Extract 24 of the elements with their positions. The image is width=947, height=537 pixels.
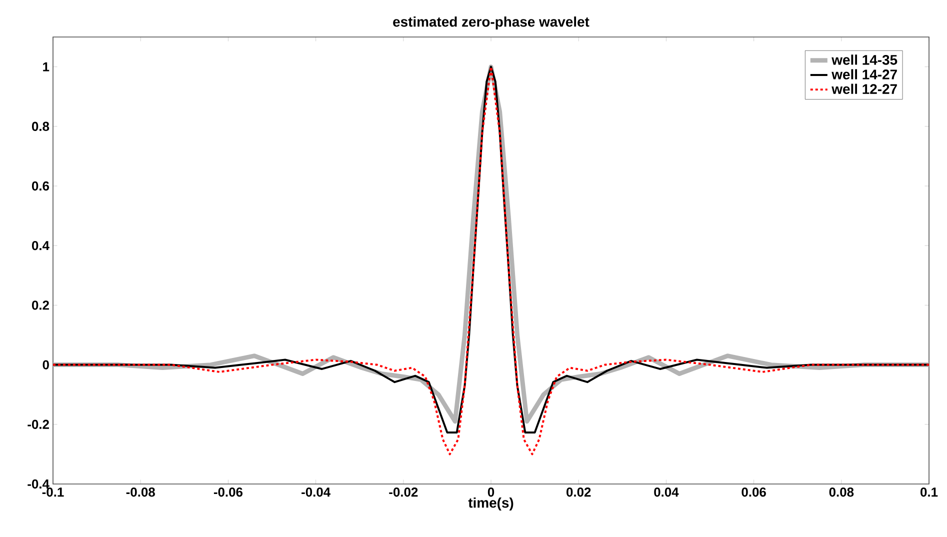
y-tick-label: 0.6 — [32, 181, 50, 191]
x-tick-label: -0.1 — [42, 488, 64, 497]
y-tick-label: -0.2 — [28, 420, 49, 429]
chart-title: estimated zero-phase wavelet — [393, 16, 590, 30]
x-tick-label: 0.02 — [566, 488, 591, 497]
y-tick-label: 0.2 — [32, 300, 49, 310]
y-tick-label: 0 — [42, 360, 49, 370]
legend-label: well 14-27 — [832, 69, 897, 80]
x-tick-label: 0.08 — [829, 488, 854, 497]
y-tick-label: 0.8 — [32, 122, 50, 131]
x-axis-title: time(s) — [468, 498, 514, 511]
y-tick-label: 0.4 — [32, 241, 50, 250]
legend-label: well 12-27 — [832, 84, 897, 94]
x-tick-label: -0.02 — [389, 488, 418, 497]
y-tick-label: -0.4 — [28, 479, 50, 489]
x-tick-label: 0 — [488, 488, 494, 497]
x-tick-label: -0.08 — [126, 488, 155, 497]
y-tick-label: 1 — [43, 62, 50, 72]
x-tick-label: 0.04 — [654, 488, 679, 497]
legend-label: well 14-35 — [832, 54, 898, 65]
x-tick-label: 0.06 — [742, 488, 766, 497]
x-tick-label: -0.06 — [214, 488, 242, 497]
x-tick-label: -0.04 — [302, 488, 330, 497]
x-tick-label: 0.1 — [920, 488, 938, 497]
